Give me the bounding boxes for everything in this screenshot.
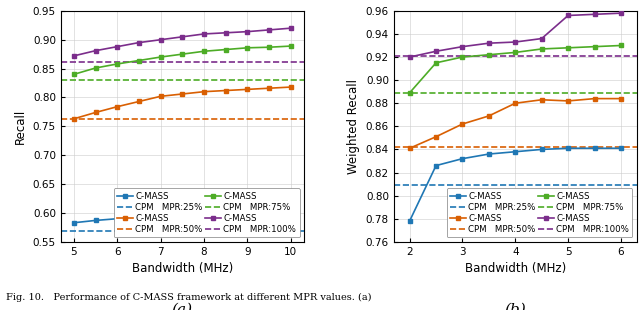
Text: (a): (a)	[172, 303, 193, 310]
Text: (b): (b)	[504, 303, 526, 310]
Legend: C-MASS, CPM   MPR:25%, C-MASS, CPM   MPR:50%, C-MASS, CPM   MPR:75%, C-MASS, CPM: C-MASS, CPM MPR:25%, C-MASS, CPM MPR:50%…	[447, 188, 632, 237]
X-axis label: Bandwidth (MHz): Bandwidth (MHz)	[132, 262, 233, 275]
Legend: C-MASS, CPM   MPR:25%, C-MASS, CPM   MPR:50%, C-MASS, CPM   MPR:75%, C-MASS, CPM: C-MASS, CPM MPR:25%, C-MASS, CPM MPR:50%…	[114, 188, 300, 237]
X-axis label: Bandwidth (MHz): Bandwidth (MHz)	[465, 262, 566, 275]
Y-axis label: Weighted Recall: Weighted Recall	[348, 79, 360, 174]
Y-axis label: Recall: Recall	[14, 109, 28, 144]
Text: Fig. 10.   Performance of C-MASS framework at different MPR values. (a): Fig. 10. Performance of C-MASS framework…	[6, 293, 372, 302]
